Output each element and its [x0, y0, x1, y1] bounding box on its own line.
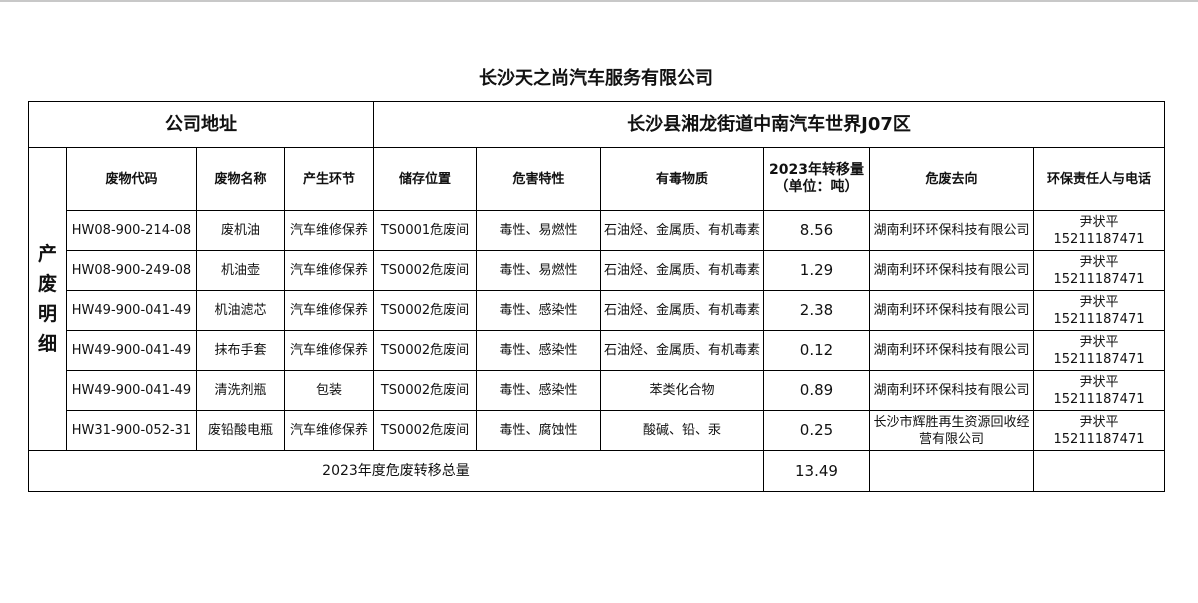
header-amount-line2: （单位：吨）: [774, 179, 859, 195]
side-label-text: 产废明细: [37, 243, 57, 355]
transfer-amount: 0.89: [763, 370, 870, 411]
total-value: 13.49: [763, 450, 870, 492]
waste-stage: 汽车维修保养: [284, 210, 374, 251]
toxic-substance: 石油烃、金属质、有机毒素: [600, 210, 764, 251]
hazard-property: 毒性、感染性: [476, 290, 601, 331]
total-label: 2023年度危废转移总量: [28, 450, 764, 492]
table-row: HW08-900-249-08 机油壶 汽车维修保养 TS0002危废间 毒性、…: [29, 250, 1166, 291]
waste-code: HW08-900-214-08: [66, 210, 197, 251]
table-row: HW49-900-041-49 清洗剂瓶 包装 TS0002危废间 毒性、感染性…: [29, 370, 1166, 411]
hazard-property: 毒性、易燃性: [476, 210, 601, 251]
toxic-substance: 苯类化合物: [600, 370, 764, 411]
contact-phone: 15211187471: [1053, 431, 1145, 447]
contact-person: 尹状平: [1079, 334, 1119, 350]
waste-stage: 汽车维修保养: [284, 330, 374, 371]
waste-stage: 包装: [284, 370, 374, 411]
address-value: 长沙县湘龙街道中南汽车世界J07区: [372, 101, 1166, 148]
total-empty-2: [1032, 450, 1166, 492]
header-amount-line1: 2023年转移量: [769, 162, 864, 178]
destination: 湖南利环环保科技有限公司: [869, 330, 1034, 371]
destination: 长沙市辉胜再生资源回收经营有限公司: [869, 410, 1034, 451]
contact-person: 尹状平: [1079, 214, 1119, 230]
contact: 尹状平 15211187471: [1032, 250, 1166, 291]
waste-code: HW08-900-249-08: [66, 250, 197, 291]
transfer-amount: 8.56: [763, 210, 870, 251]
waste-stage: 汽车维修保养: [284, 410, 374, 451]
contact-person: 尹状平: [1079, 414, 1119, 430]
waste-name: 废铅酸电瓶: [196, 410, 285, 451]
destination: 湖南利环环保科技有限公司: [869, 290, 1034, 331]
contact-phone: 15211187471: [1053, 231, 1145, 247]
header-contact: 环保责任人与电话: [1032, 147, 1166, 211]
waste-code: HW49-900-041-49: [66, 330, 197, 371]
transfer-amount: 0.25: [763, 410, 870, 451]
waste-name: 机油滤芯: [196, 290, 285, 331]
header-stage: 产生环节: [284, 147, 374, 211]
contact-phone: 15211187471: [1053, 391, 1145, 407]
contact-phone: 15211187471: [1053, 311, 1145, 327]
address-label: 公司地址: [28, 101, 374, 148]
toxic-substance: 石油烃、金属质、有机毒素: [600, 290, 764, 331]
page-title: 长沙天之尚汽车服务有限公司: [479, 68, 713, 89]
waste-code: HW49-900-041-49: [66, 370, 197, 411]
waste-name: 抹布手套: [196, 330, 285, 371]
destination: 湖南利环环保科技有限公司: [869, 370, 1034, 411]
header-destination: 危废去向: [869, 147, 1034, 211]
header-name: 废物名称: [196, 147, 285, 211]
toxic-substance: 石油烃、金属质、有机毒素: [600, 330, 764, 371]
storage-location: TS0001危废间: [373, 210, 477, 251]
storage-location: TS0002危废间: [373, 290, 477, 331]
toxic-substance: 石油烃、金属质、有机毒素: [600, 250, 764, 291]
hazard-property: 毒性、腐蚀性: [476, 410, 601, 451]
waste-stage: 汽车维修保养: [284, 250, 374, 291]
header-code: 废物代码: [66, 147, 197, 211]
waste-stage: 汽车维修保养: [284, 290, 374, 331]
contact: 尹状平 15211187471: [1032, 370, 1166, 411]
waste-name: 废机油: [196, 210, 285, 251]
table-row: HW49-900-041-49 抹布手套 汽车维修保养 TS0002危废间 毒性…: [29, 330, 1166, 371]
waste-code: HW31-900-052-31: [66, 410, 197, 451]
contact: 尹状平 15211187471: [1032, 290, 1166, 331]
contact: 尹状平 15211187471: [1032, 330, 1166, 371]
table-row: HW08-900-214-08 废机油 汽车维修保养 TS0001危废间 毒性、…: [29, 210, 1166, 251]
toxic-substance: 酸碱、铅、汞: [600, 410, 764, 451]
contact-phone: 15211187471: [1053, 271, 1145, 287]
contact-phone: 15211187471: [1053, 351, 1145, 367]
header-storage: 储存位置: [373, 147, 477, 211]
contact-person: 尹状平: [1079, 374, 1119, 390]
waste-code: HW49-900-041-49: [66, 290, 197, 331]
storage-location: TS0002危废间: [373, 250, 477, 291]
waste-name: 机油壶: [196, 250, 285, 291]
table-row: HW49-900-041-49 机油滤芯 汽车维修保养 TS0002危废间 毒性…: [29, 290, 1166, 331]
transfer-amount: 0.12: [763, 330, 870, 371]
header-amount: 2023年转移量 （单位：吨）: [763, 147, 870, 211]
header-toxic: 有毒物质: [600, 147, 764, 211]
contact: 尹状平 15211187471: [1032, 210, 1166, 251]
waste-name: 清洗剂瓶: [196, 370, 285, 411]
contact-person: 尹状平: [1079, 254, 1119, 270]
contact: 尹状平 15211187471: [1032, 410, 1166, 451]
transfer-amount: 1.29: [763, 250, 870, 291]
header-hazard: 危害特性: [476, 147, 601, 211]
waste-table: 公司地址 长沙县湘龙街道中南汽车世界J07区 产废明细 废物代码 废物名称 产生…: [28, 101, 1166, 492]
total-empty-1: [869, 450, 1034, 492]
table-row: HW31-900-052-31 废铅酸电瓶 汽车维修保养 TS0002危废间 毒…: [29, 410, 1166, 451]
top-border: [0, 0, 1198, 2]
total-row: 2023年度危废转移总量 13.49: [28, 450, 1166, 492]
contact-person: 尹状平: [1079, 294, 1119, 310]
side-label: 产废明细: [28, 147, 67, 451]
storage-location: TS0002危废间: [373, 370, 477, 411]
hazard-property: 毒性、易燃性: [476, 250, 601, 291]
hazard-property: 毒性、感染性: [476, 330, 601, 371]
transfer-amount: 2.38: [763, 290, 870, 331]
storage-location: TS0002危废间: [373, 410, 477, 451]
hazard-property: 毒性、感染性: [476, 370, 601, 411]
destination: 湖南利环环保科技有限公司: [869, 250, 1034, 291]
destination: 湖南利环环保科技有限公司: [869, 210, 1034, 251]
storage-location: TS0002危废间: [373, 330, 477, 371]
